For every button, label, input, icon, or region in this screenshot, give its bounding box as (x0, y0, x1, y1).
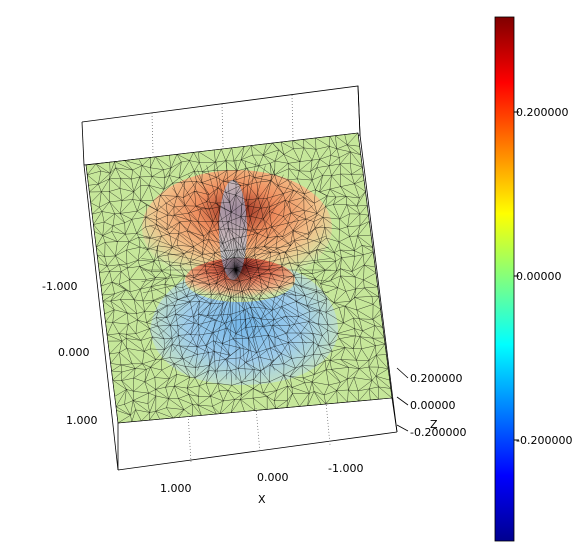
colorbar-tick-2: 0.00000 (516, 270, 562, 283)
colorbar-tick-1: 0.200000 (516, 106, 569, 119)
x-axis: 1.000 0.000 -1.000 X (160, 462, 363, 506)
y-tick-2: 0.000 (58, 346, 90, 359)
z-axis-label: Z (430, 418, 438, 431)
z-tick-2: 0.00000 (410, 399, 456, 412)
x-tick-3: -1.000 (328, 462, 363, 475)
axes-box-front (117, 397, 398, 470)
x-axis-label: X (258, 493, 266, 506)
y-tick-1: -1.000 (42, 280, 77, 293)
z-tick-1: 0.200000 (410, 372, 463, 385)
lobe-spokes (141, 160, 331, 380)
z-axis: 0.200000 0.00000 -0.200000 Z (396, 367, 466, 439)
mesh-lines (85, 132, 393, 424)
colorbar-scale (494, 16, 515, 542)
z-tick-3: -0.200000 (410, 426, 466, 439)
x-tick-2: 0.000 (257, 471, 289, 484)
mesh-path (85, 132, 393, 424)
colorbar-tick-3: -0.200000 (516, 434, 572, 447)
x-tick-1: 1.000 (160, 482, 192, 495)
colorbar: 0.200000 0.00000 -0.200000 (494, 16, 572, 542)
y-axis: -1.000 0.000 1.000 (42, 280, 98, 427)
y-tick-3: 1.000 (66, 414, 98, 427)
